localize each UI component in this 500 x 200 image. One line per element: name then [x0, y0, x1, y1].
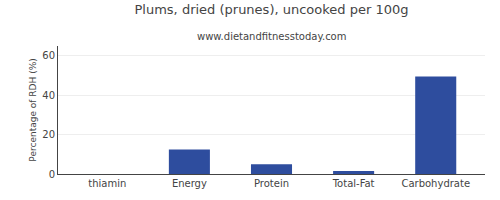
- svg-text:Percentage of RDH (%): Percentage of RDH (%): [28, 58, 38, 161]
- svg-text:Carbohydrate: Carbohydrate: [401, 178, 470, 189]
- svg-text:Protein: Protein: [254, 178, 289, 189]
- svg-text:20: 20: [42, 129, 55, 140]
- svg-text:thiamin: thiamin: [88, 178, 126, 189]
- svg-text:www.dietandfitnesstoday.com: www.dietandfitnesstoday.com: [197, 31, 346, 42]
- svg-text:Plums, dried (prunes), uncooke: Plums, dried (prunes), uncooked per 100g: [134, 2, 408, 17]
- svg-text:Energy: Energy: [172, 178, 207, 189]
- svg-text:60: 60: [42, 50, 55, 61]
- svg-text:Total-Fat: Total-Fat: [332, 178, 375, 189]
- svg-text:40: 40: [42, 90, 55, 101]
- svg-text:0: 0: [49, 169, 55, 180]
